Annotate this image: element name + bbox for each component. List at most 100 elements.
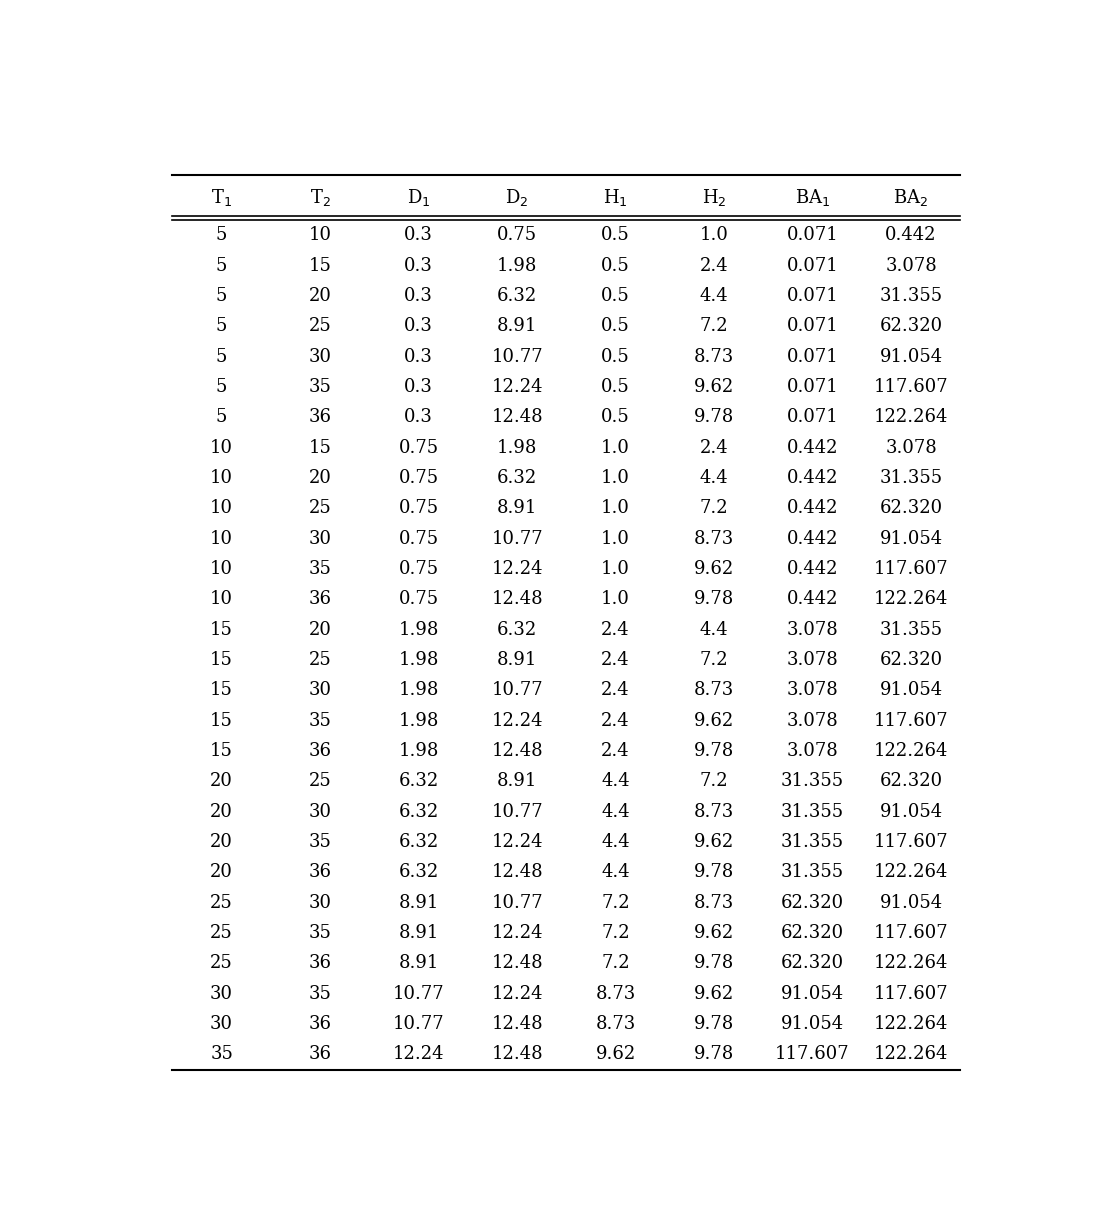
Text: 25: 25	[308, 651, 332, 669]
Text: 2.4: 2.4	[601, 621, 630, 638]
Text: 5: 5	[215, 408, 228, 427]
Text: 1.0: 1.0	[601, 560, 630, 578]
Text: 31.355: 31.355	[880, 287, 943, 305]
Text: 8.91: 8.91	[399, 925, 439, 942]
Text: 1.0: 1.0	[601, 499, 630, 517]
Text: 10.77: 10.77	[392, 985, 444, 1003]
Text: 1.0: 1.0	[699, 226, 728, 245]
Text: 0.442: 0.442	[885, 226, 937, 245]
Text: 117.607: 117.607	[874, 985, 948, 1003]
Text: 31.355: 31.355	[781, 773, 844, 790]
Text: 0.071: 0.071	[787, 257, 839, 275]
Text: 117.607: 117.607	[776, 1046, 850, 1064]
Text: 0.3: 0.3	[404, 257, 433, 275]
Text: 91.054: 91.054	[880, 802, 943, 821]
Text: 25: 25	[210, 954, 233, 972]
Text: 31.355: 31.355	[781, 863, 844, 882]
Text: 25: 25	[210, 925, 233, 942]
Text: 12.24: 12.24	[492, 833, 543, 851]
Text: 9.62: 9.62	[694, 985, 734, 1003]
Text: 31.355: 31.355	[880, 621, 943, 638]
Text: 0.071: 0.071	[787, 408, 839, 427]
Text: T$_2$: T$_2$	[309, 187, 330, 208]
Text: 0.071: 0.071	[787, 318, 839, 335]
Text: H$_2$: H$_2$	[702, 187, 726, 208]
Text: 0.75: 0.75	[399, 560, 439, 578]
Text: 4.4: 4.4	[601, 833, 630, 851]
Text: 2.4: 2.4	[601, 742, 630, 761]
Text: 0.75: 0.75	[399, 439, 439, 456]
Text: 10.77: 10.77	[492, 802, 543, 821]
Text: 8.91: 8.91	[497, 318, 537, 335]
Text: 8.73: 8.73	[694, 802, 734, 821]
Text: 6.32: 6.32	[497, 470, 537, 487]
Text: 5: 5	[215, 378, 228, 396]
Text: 0.071: 0.071	[787, 226, 839, 245]
Text: 35: 35	[308, 378, 332, 396]
Text: 25: 25	[308, 318, 332, 335]
Text: 7.2: 7.2	[699, 499, 728, 517]
Text: 36: 36	[308, 863, 332, 882]
Text: 3.078: 3.078	[787, 621, 839, 638]
Text: 2.4: 2.4	[699, 257, 728, 275]
Text: 35: 35	[308, 925, 332, 942]
Text: 15: 15	[210, 651, 233, 669]
Text: 122.264: 122.264	[874, 863, 948, 882]
Text: 122.264: 122.264	[874, 1015, 948, 1033]
Text: 20: 20	[308, 470, 332, 487]
Text: 5: 5	[215, 347, 228, 366]
Text: 62.320: 62.320	[880, 499, 943, 517]
Text: 0.071: 0.071	[787, 378, 839, 396]
Text: 12.24: 12.24	[492, 378, 543, 396]
Text: D$_1$: D$_1$	[407, 187, 430, 208]
Text: 1.98: 1.98	[399, 681, 439, 700]
Text: 117.607: 117.607	[874, 925, 948, 942]
Text: 1.98: 1.98	[399, 651, 439, 669]
Text: 0.442: 0.442	[787, 439, 839, 456]
Text: 0.5: 0.5	[601, 378, 630, 396]
Text: 30: 30	[308, 530, 332, 548]
Text: 5: 5	[215, 318, 228, 335]
Text: 35: 35	[308, 560, 332, 578]
Text: 10: 10	[210, 560, 233, 578]
Text: 0.3: 0.3	[404, 226, 433, 245]
Text: 117.607: 117.607	[874, 560, 948, 578]
Text: 8.73: 8.73	[694, 894, 734, 912]
Text: 1.0: 1.0	[601, 439, 630, 456]
Text: 5: 5	[215, 287, 228, 305]
Text: 25: 25	[210, 894, 233, 912]
Text: 6.32: 6.32	[497, 621, 537, 638]
Text: 15: 15	[210, 742, 233, 761]
Text: 0.75: 0.75	[399, 499, 439, 517]
Text: 10.77: 10.77	[492, 681, 543, 700]
Text: 8.73: 8.73	[694, 530, 734, 548]
Text: T$_1$: T$_1$	[211, 187, 232, 208]
Text: 1.98: 1.98	[497, 439, 537, 456]
Text: 12.24: 12.24	[393, 1046, 444, 1064]
Text: 122.264: 122.264	[874, 591, 948, 608]
Text: 20: 20	[210, 863, 233, 882]
Text: 9.78: 9.78	[694, 408, 734, 427]
Text: 12.24: 12.24	[492, 712, 543, 730]
Text: 10: 10	[210, 591, 233, 608]
Text: 0.5: 0.5	[601, 347, 630, 366]
Text: 91.054: 91.054	[781, 1015, 844, 1033]
Text: 1.98: 1.98	[399, 712, 439, 730]
Text: 15: 15	[210, 712, 233, 730]
Text: 0.3: 0.3	[404, 378, 433, 396]
Text: 0.3: 0.3	[404, 408, 433, 427]
Text: 36: 36	[308, 1015, 332, 1033]
Text: 8.73: 8.73	[596, 1015, 635, 1033]
Text: 35: 35	[308, 985, 332, 1003]
Text: BA$_1$: BA$_1$	[794, 187, 830, 208]
Text: 3.078: 3.078	[787, 651, 839, 669]
Text: 117.607: 117.607	[874, 378, 948, 396]
Text: 36: 36	[308, 742, 332, 761]
Text: 1.0: 1.0	[601, 530, 630, 548]
Text: 0.5: 0.5	[601, 287, 630, 305]
Text: 8.91: 8.91	[399, 894, 439, 912]
Text: 6.32: 6.32	[399, 802, 439, 821]
Text: 12.24: 12.24	[492, 925, 543, 942]
Text: 20: 20	[210, 802, 233, 821]
Text: 117.607: 117.607	[874, 712, 948, 730]
